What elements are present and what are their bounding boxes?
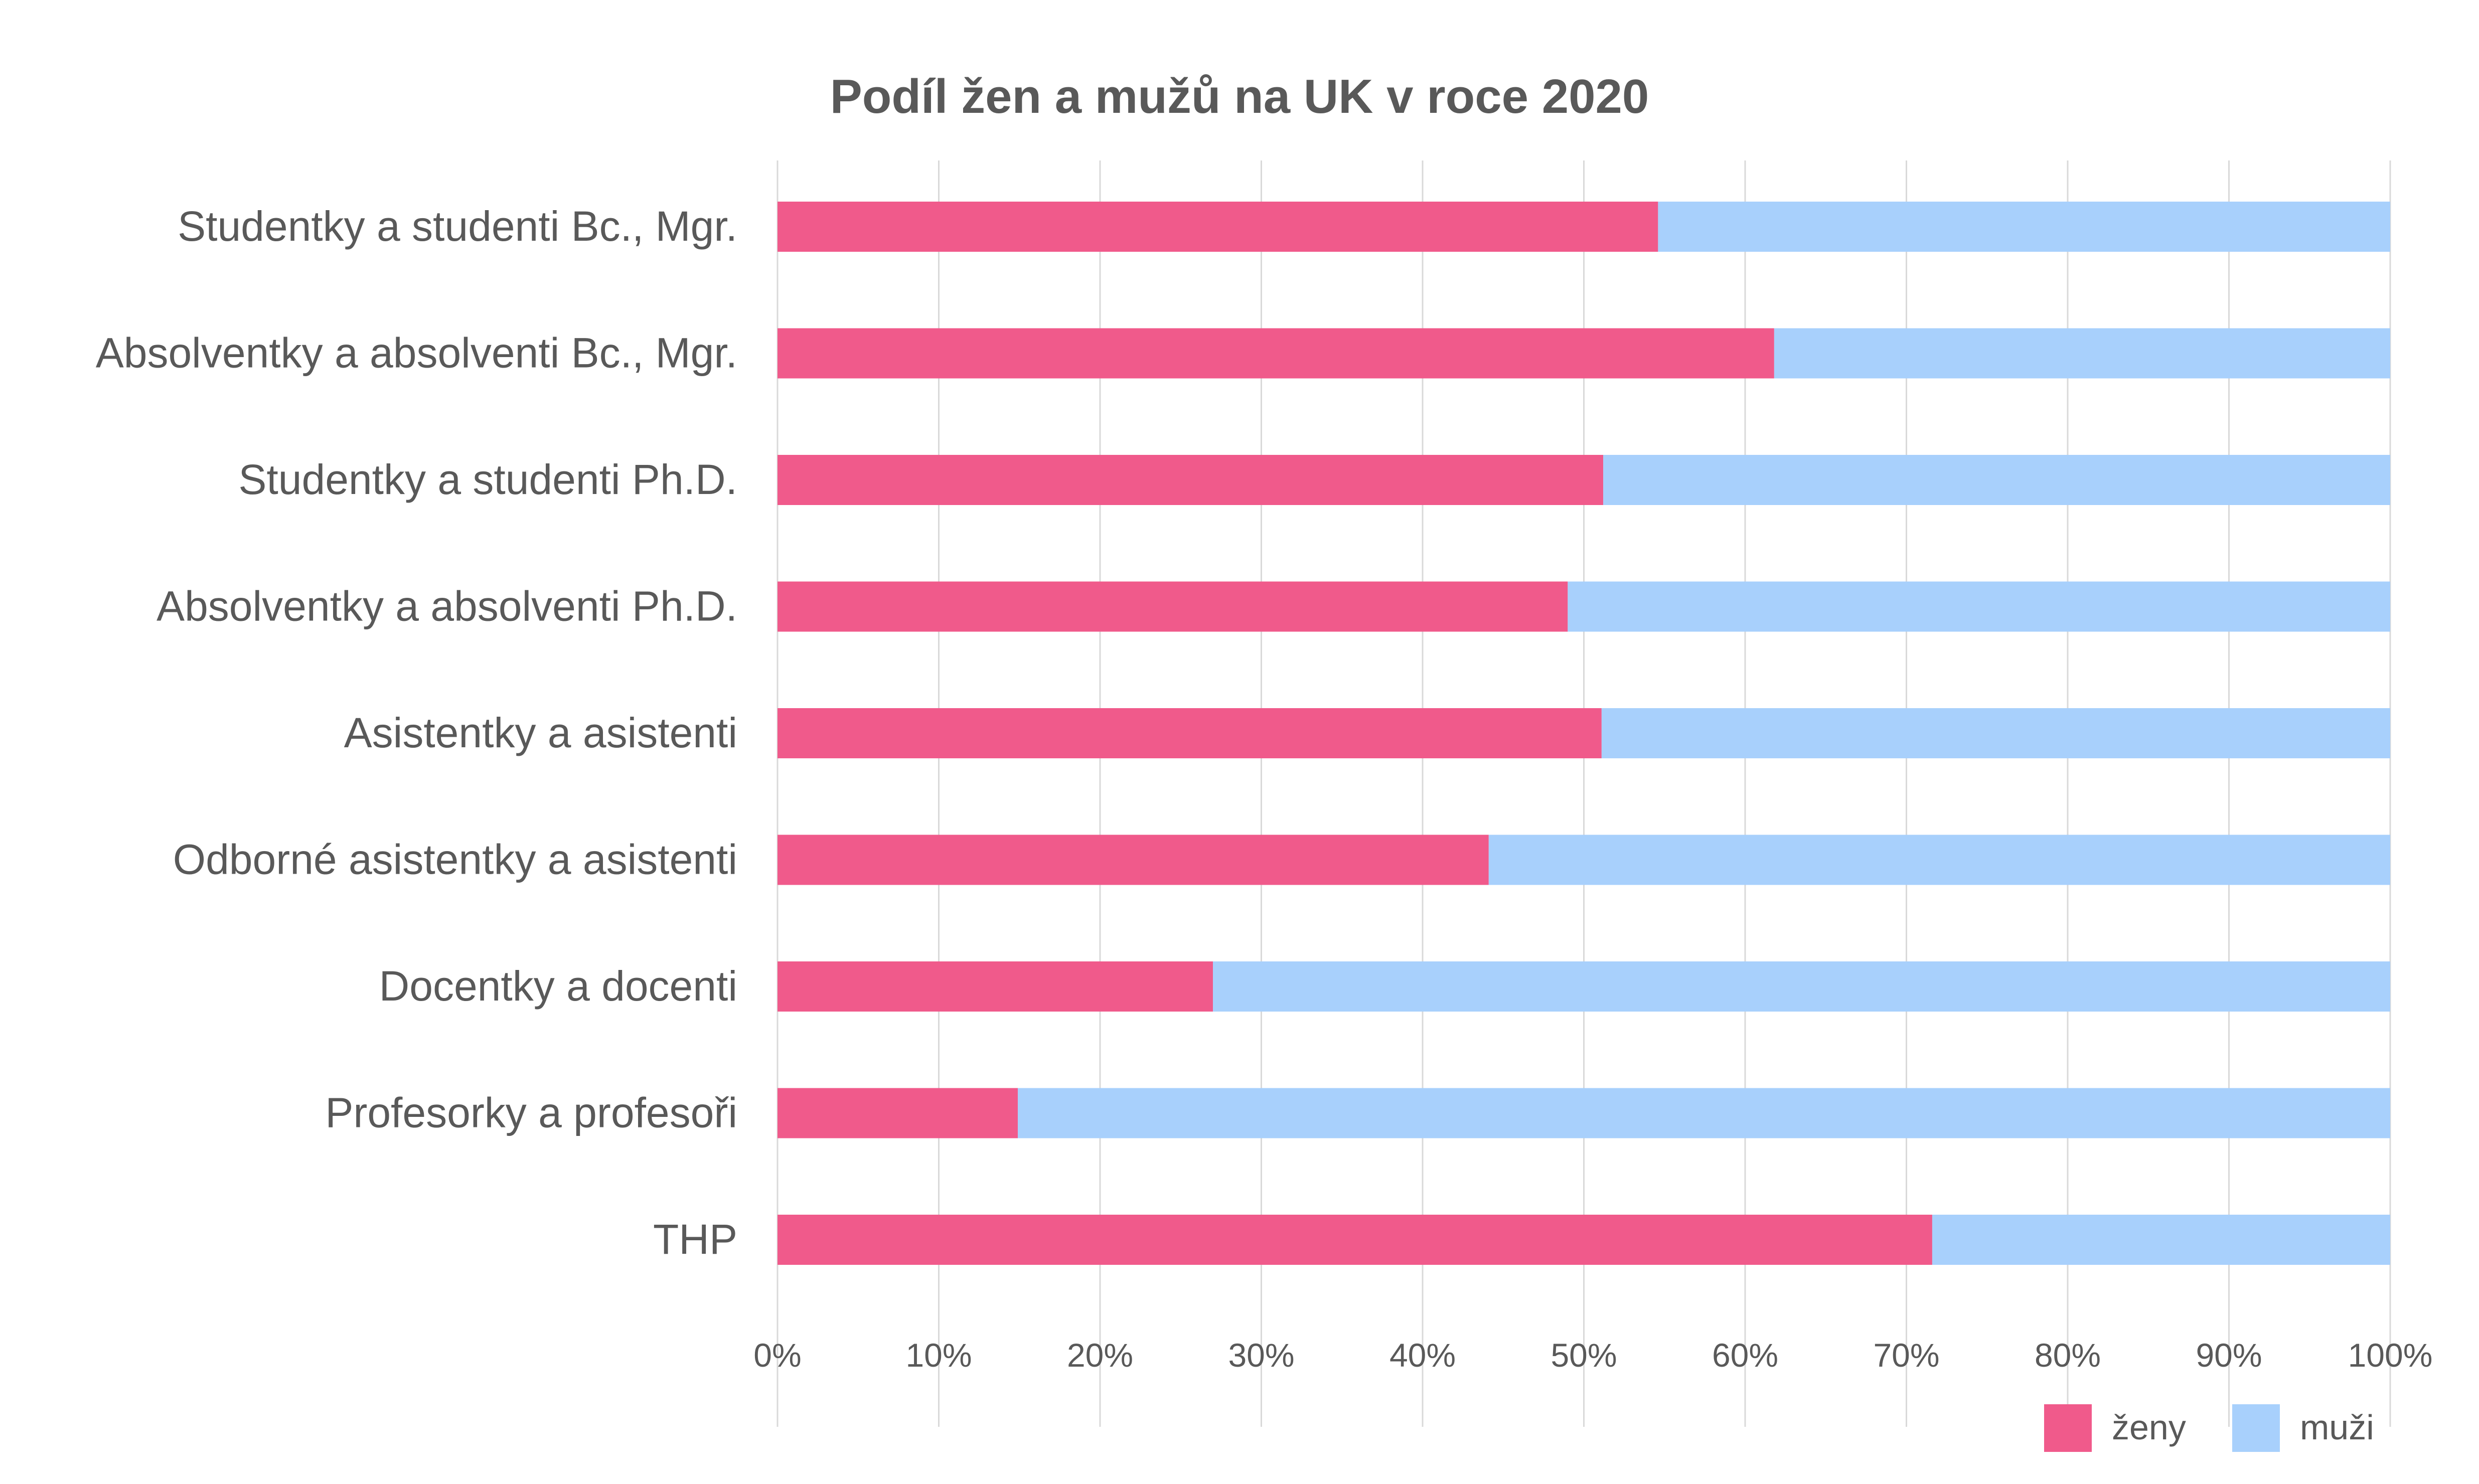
legend-swatch [2232,1404,2280,1452]
category-label: Absolventky a absolventi Ph.D. [157,583,737,630]
bar-segment-muzi [1488,835,2390,885]
category-label: Studentky a studenti Bc., Mgr. [178,203,737,250]
x-tick-label: 20% [1067,1337,1133,1374]
category-label: Asistentky a asistenti [344,709,737,756]
legend-label: ženy [2112,1408,2186,1447]
category-label: THP [653,1216,737,1263]
legend: ženy muži [2044,1404,2374,1452]
bar-segment-muzi [1601,708,2390,758]
legend-swatch [2044,1404,2092,1452]
x-tick-label: 100% [2348,1337,2433,1374]
category-label: Profesorky a profesoři [325,1089,737,1136]
legend-label: muži [2300,1408,2374,1447]
bar-segment-muzi [1568,581,2390,632]
bars [778,202,2390,1265]
bar-segment-zeny [778,202,1658,252]
category-label: Odborné asistentky a asistenti [173,836,737,883]
category-labels: Studentky a studenti Bc., Mgr. Absolventk… [96,203,737,1263]
category-label: Docentky a docenti [379,962,737,1010]
x-tick-label: 40% [1389,1337,1456,1374]
x-tick-label: 90% [2196,1337,2262,1374]
x-tick-label: 60% [1712,1337,1778,1374]
x-tick-label: 80% [2035,1337,2101,1374]
bar-segment-zeny [778,1088,1018,1138]
bar-segment-muzi [1603,455,2390,505]
bar-segment-zeny [778,328,1774,379]
x-tick-label: 70% [1873,1337,1939,1374]
x-tick-label: 50% [1551,1337,1617,1374]
bar-segment-muzi [1774,328,2390,379]
bar-segment-muzi [1932,1215,2390,1265]
x-tick-label: 30% [1228,1337,1294,1374]
bar-segment-zeny [778,581,1568,632]
bar-segment-zeny [778,1215,1932,1265]
category-label: Studentky a studenti Ph.D. [238,456,737,503]
category-label: Absolventky a absolventi Bc., Mgr. [96,329,737,377]
x-tick-label: 10% [905,1337,972,1374]
bar-segment-muzi [1018,1088,2390,1138]
x-tick-label: 0% [753,1337,801,1374]
chart-title: Podíl žen a mužů na UK v roce 2020 [830,70,1649,123]
bar-segment-muzi [1213,961,2390,1012]
x-tick-labels: 0% 10% 20% 30% 40% 50% 60% 70% 80% 90% 100% [753,1337,2432,1374]
bar-segment-zeny [778,708,1602,758]
bar-segment-zeny [778,835,1489,885]
bar-segment-muzi [1658,202,2390,252]
bar-segment-zeny [778,961,1213,1012]
bar-segment-zeny [778,455,1604,505]
